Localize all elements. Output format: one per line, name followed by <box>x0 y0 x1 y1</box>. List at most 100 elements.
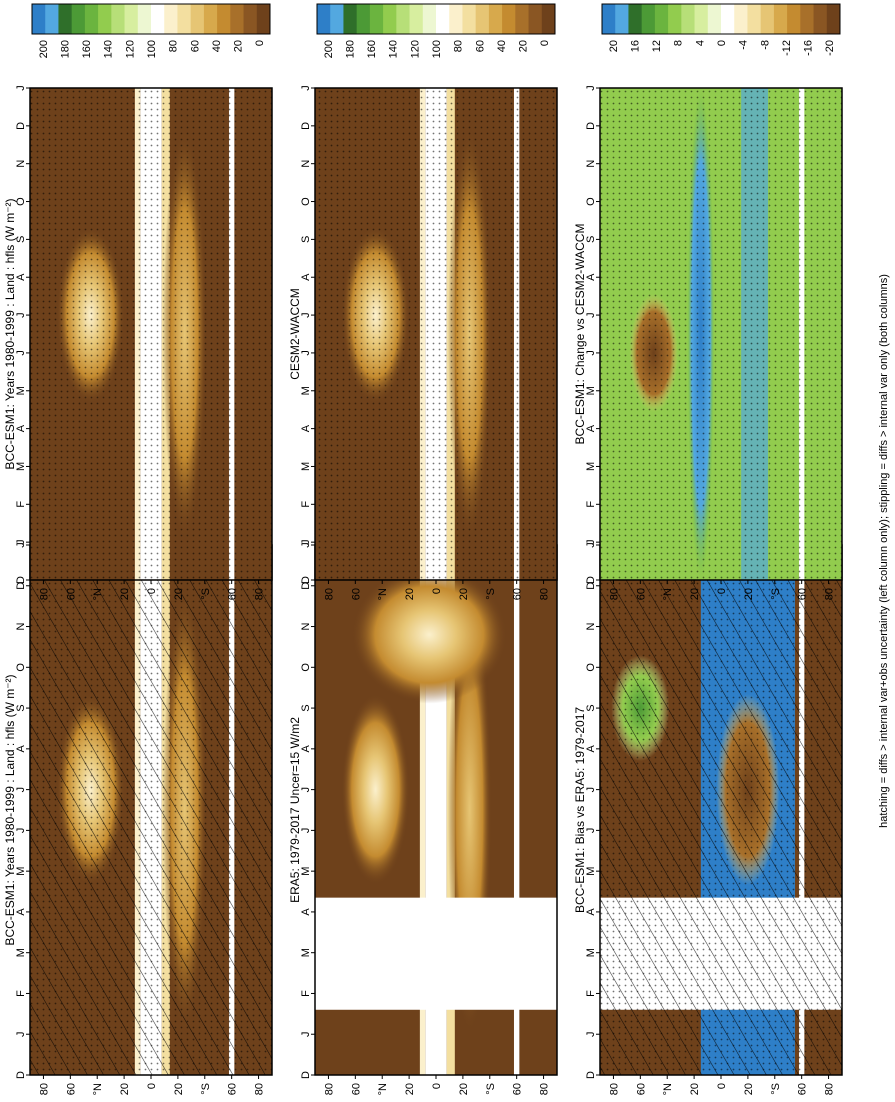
lat-label: 20 <box>173 588 185 600</box>
lat-label: 80 <box>323 588 335 600</box>
lat-label: 60 <box>512 588 524 600</box>
colorbar-swatch <box>694 4 709 34</box>
lat-label: °N <box>92 588 104 600</box>
colorbar-swatch <box>230 4 245 34</box>
colorbar-swatch <box>243 4 258 34</box>
lat-label: 60 <box>227 588 239 600</box>
month-label: J <box>585 312 597 318</box>
month-label: A <box>300 745 312 753</box>
colorbar-swatch <box>747 4 762 34</box>
lat-label: 0 <box>431 1083 443 1089</box>
stippling <box>315 88 557 580</box>
lat-label: 80 <box>254 1083 266 1095</box>
month-label: F <box>585 501 597 508</box>
month-label: J <box>300 1031 312 1037</box>
colorbar-swatch <box>541 4 556 34</box>
lat-label: 0 <box>146 588 158 594</box>
month-label: S <box>300 236 312 243</box>
colorbar: 20 16 12 8 4 0 -4 -8 -12 -16 -20 <box>601 3 841 56</box>
lat-label: °S <box>485 588 497 600</box>
colorbar-tick-label: 0 <box>254 40 266 46</box>
lat-label: °N <box>662 1083 674 1095</box>
colorbar-swatch <box>111 4 126 34</box>
colorbar-swatch <box>369 4 384 34</box>
colorbar-swatch <box>32 4 46 34</box>
colorbar-swatch <box>773 4 788 34</box>
month-label: J <box>585 350 597 356</box>
colorbar-swatch <box>502 4 516 34</box>
colorbar-tick-label: 20 <box>518 40 530 52</box>
colorbar-swatch <box>71 4 86 34</box>
colorbar-swatch <box>217 4 231 34</box>
colorbar-tick-label: 120 <box>409 40 421 58</box>
month-label: A <box>300 908 312 916</box>
month-label: F <box>15 990 27 997</box>
colorbar-swatch <box>641 4 656 34</box>
month-label: A <box>585 273 597 281</box>
colorbar-tick-label: 40 <box>211 40 223 52</box>
lat-label: 80 <box>824 1083 836 1095</box>
month-label: M <box>15 386 27 395</box>
month-label: F <box>15 501 27 508</box>
colorbar-tick-label: -12 <box>781 40 793 56</box>
hatching <box>30 545 272 1075</box>
colorbar-tick-label: 80 <box>168 40 180 52</box>
month-label: D <box>15 1071 27 1079</box>
lat-label: 60 <box>227 1083 239 1095</box>
month-label: J <box>585 828 597 834</box>
colorbar-tick-label: 160 <box>81 40 93 58</box>
colorbar-swatch <box>137 4 152 34</box>
lat-label: 0 <box>716 588 728 594</box>
month-label: J <box>15 542 27 548</box>
colorbar-swatch <box>317 4 331 34</box>
panel-title: CESM2-WACCM <box>288 288 302 380</box>
month-label: S <box>15 704 27 711</box>
month-label: M <box>15 867 27 876</box>
month-label: J <box>15 787 27 793</box>
month-label: J <box>300 539 312 545</box>
colorbar-frame <box>601 3 841 35</box>
lat-label: 60 <box>350 588 362 600</box>
month-label: N <box>15 160 27 168</box>
colorbar-tick-label: 180 <box>59 40 71 58</box>
colorbar-tick-label: -8 <box>759 40 771 50</box>
lat-label: °N <box>92 1083 104 1095</box>
colorbar-swatch <box>602 4 616 34</box>
panel-title: BCC-ESM1: Years 1980-1999 : Land : hfls … <box>3 674 17 945</box>
month-label: A <box>15 908 27 916</box>
colorbar-tick-label: 16 <box>629 40 641 52</box>
month-label: O <box>300 197 312 206</box>
colorbar-tick-label: 180 <box>344 40 356 58</box>
month-label: D <box>300 122 312 130</box>
month-label: A <box>300 424 312 432</box>
panel-title: ERA5: 1979-2017 Uncer=15 W/m2 <box>288 717 302 903</box>
month-label: J <box>15 312 27 318</box>
colorbar-swatch <box>721 4 735 34</box>
month-label: O <box>300 663 312 672</box>
lat-label: 80 <box>254 588 266 600</box>
month-label: S <box>585 704 597 711</box>
lat-label: 0 <box>146 1083 158 1089</box>
colorbar-swatch <box>396 4 411 34</box>
month-label: M <box>585 948 597 957</box>
heatmap-field <box>600 88 842 580</box>
lat-label: °N <box>662 588 674 600</box>
lat-label: 80 <box>38 1083 50 1095</box>
month-label: A <box>15 745 27 753</box>
missing-strip <box>513 545 520 1075</box>
lat-label: °N <box>377 1083 389 1095</box>
lat-label: 80 <box>539 588 551 600</box>
month-label: A <box>585 424 597 432</box>
nh-summer-maximum <box>341 694 410 886</box>
heatmap-field <box>315 88 557 580</box>
colorbar-swatch <box>256 4 271 34</box>
month-label: N <box>15 623 27 631</box>
colorbar-swatch <box>488 4 503 34</box>
month-label: D <box>300 576 312 584</box>
lat-label: 80 <box>539 1083 551 1095</box>
month-label: D <box>585 582 597 590</box>
colorbar-swatch <box>343 4 358 34</box>
month-label: D <box>300 582 312 590</box>
lat-label: 0 <box>431 588 443 594</box>
